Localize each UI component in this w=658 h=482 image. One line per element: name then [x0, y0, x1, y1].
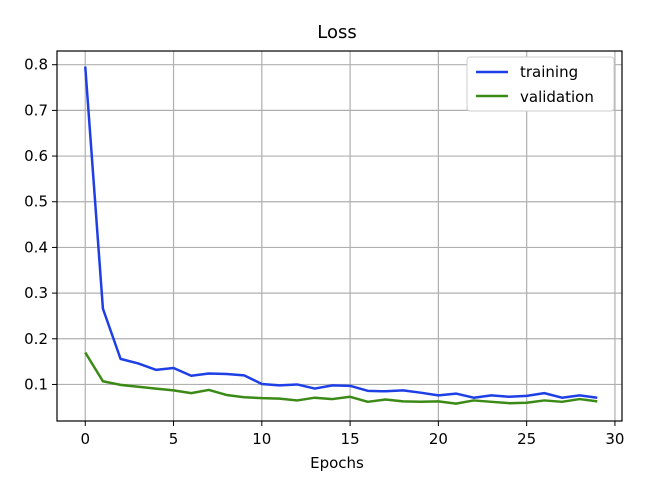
y-tick-label: 0.8 [24, 56, 48, 74]
legend-label-training: training [520, 63, 578, 81]
legend: training validation [466, 56, 615, 112]
x-tick-label: 10 [252, 430, 271, 448]
x-tick-label: 5 [169, 430, 179, 448]
y-tick-label: 0.3 [24, 284, 48, 302]
x-tick-label: 30 [605, 430, 624, 448]
legend-box [466, 56, 615, 112]
y-tick-label: 0.2 [24, 330, 48, 348]
series-line-validation [84, 351, 598, 405]
series-line-training [84, 66, 598, 399]
x-tick-label: 0 [80, 430, 90, 448]
ticks: 0 5 10 15 20 25 30 0.1 0.2 0.3 0.4 0.5 0.6 0.7 0.8 [24, 56, 624, 448]
x-tick-label: 25 [517, 430, 536, 448]
y-tick-label: 0.7 [24, 101, 48, 119]
plot-frame [56, 50, 623, 422]
series-layer [84, 66, 598, 405]
y-tick-label: 0.1 [24, 375, 48, 393]
y-tick-label: 0.6 [24, 147, 48, 165]
y-tick-label: 0.5 [24, 193, 48, 211]
x-axis-label: Epochs [310, 454, 364, 472]
x-tick-label: 20 [429, 430, 448, 448]
chart-title: Loss [317, 22, 356, 43]
x-tick-label: 15 [341, 430, 360, 448]
y-tick-label: 0.4 [24, 238, 48, 256]
legend-label-validation: validation [520, 88, 594, 106]
